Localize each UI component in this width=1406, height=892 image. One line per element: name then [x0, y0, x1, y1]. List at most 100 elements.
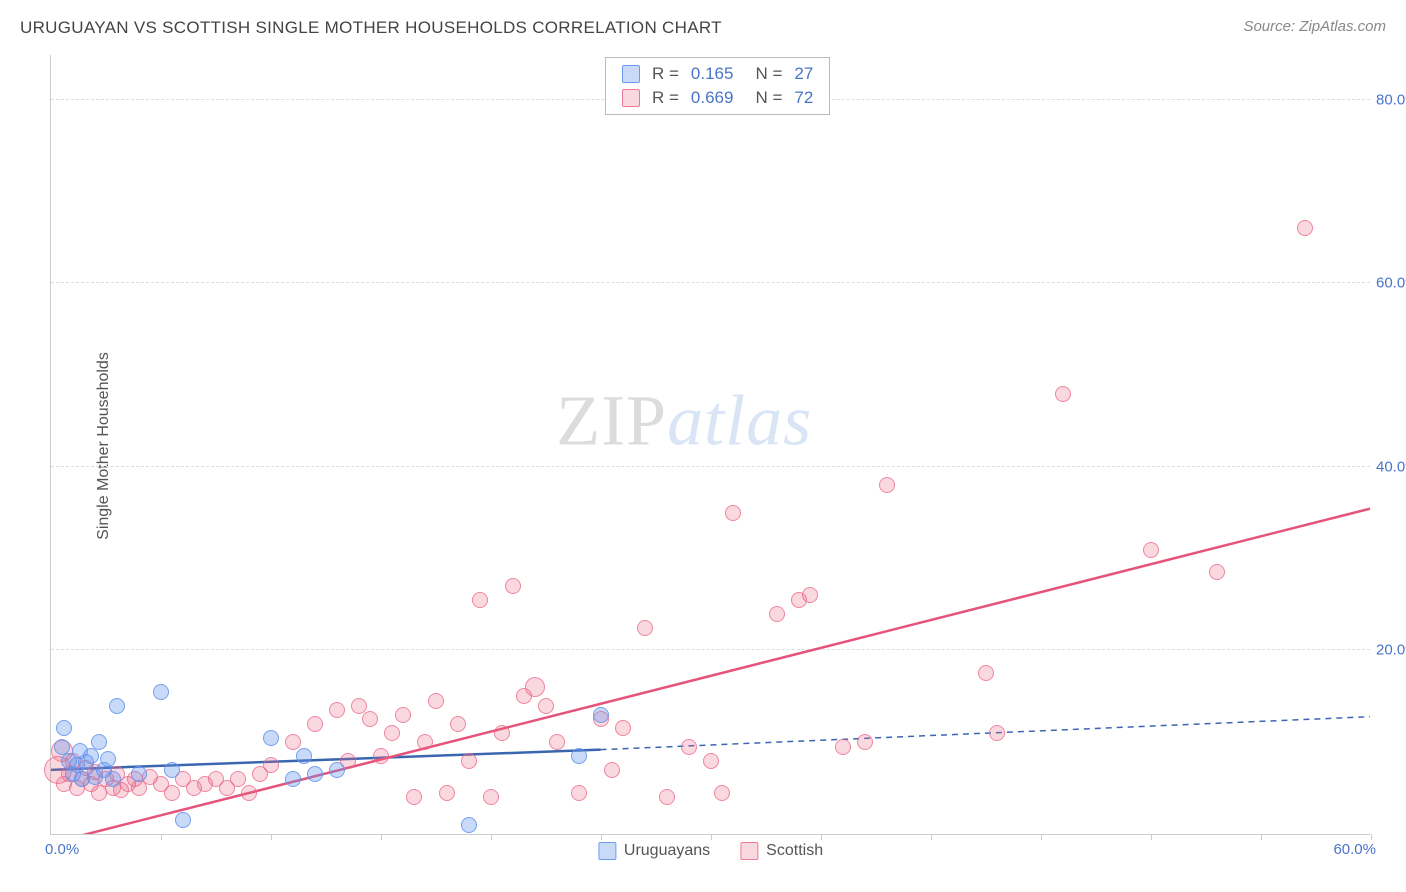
data-point-pink — [373, 748, 389, 764]
gridline: 60.0% — [51, 282, 1370, 283]
gridline: 20.0% — [51, 649, 1370, 650]
legend-swatch — [598, 842, 616, 860]
data-point-blue — [83, 748, 99, 764]
plot-area: ZIPatlas 20.0%40.0%60.0%80.0% 0.0% 60.0%… — [50, 55, 1370, 835]
data-point-pink — [1055, 386, 1071, 402]
watermark: ZIPatlas — [556, 380, 812, 463]
data-point-blue — [307, 766, 323, 782]
trend-lines-svg — [51, 55, 1370, 834]
data-point-pink — [285, 734, 301, 750]
data-point-pink — [571, 785, 587, 801]
data-point-pink — [472, 592, 488, 608]
x-tick — [1371, 834, 1372, 840]
data-point-blue — [263, 730, 279, 746]
x-tick — [1151, 834, 1152, 840]
data-point-pink — [483, 789, 499, 805]
x-tick — [711, 834, 712, 840]
x-tick — [1261, 834, 1262, 840]
chart-title: URUGUAYAN VS SCOTTISH SINGLE MOTHER HOUS… — [20, 18, 722, 38]
data-point-pink — [494, 725, 510, 741]
data-point-pink — [681, 739, 697, 755]
x-tick — [931, 834, 932, 840]
data-point-pink — [879, 477, 895, 493]
x-tick — [381, 834, 382, 840]
stats-legend-row: R = 0.669 N = 72 — [606, 86, 829, 110]
data-point-blue — [91, 734, 107, 750]
data-point-pink — [703, 753, 719, 769]
y-tick-label: 60.0% — [1376, 275, 1406, 292]
data-point-pink — [417, 734, 433, 750]
legend-swatch — [622, 65, 640, 83]
data-point-pink — [525, 677, 545, 697]
data-point-blue — [461, 817, 477, 833]
series-legend: Uruguayans Scottish — [598, 842, 823, 860]
data-point-pink — [1143, 542, 1159, 558]
stat-n-label: N = — [755, 88, 782, 108]
data-point-pink — [549, 734, 565, 750]
data-point-pink — [329, 702, 345, 718]
data-point-pink — [384, 725, 400, 741]
trend-line — [601, 717, 1370, 750]
data-point-pink — [659, 789, 675, 805]
series-legend-item: Uruguayans — [598, 842, 710, 860]
data-point-pink — [439, 785, 455, 801]
stat-r-value: 0.165 — [691, 64, 734, 84]
series-label: Scottish — [766, 842, 823, 860]
data-point-blue — [175, 812, 191, 828]
stat-n-value: 27 — [794, 64, 813, 84]
data-point-pink — [989, 725, 1005, 741]
data-point-pink — [164, 785, 180, 801]
data-point-pink — [714, 785, 730, 801]
data-point-pink — [835, 739, 851, 755]
data-point-pink — [395, 707, 411, 723]
stats-legend-row: R = 0.165 N = 27 — [606, 62, 829, 86]
data-point-pink — [428, 693, 444, 709]
data-point-pink — [802, 587, 818, 603]
stat-n-label: N = — [755, 64, 782, 84]
series-label: Uruguayans — [624, 842, 710, 860]
data-point-pink — [637, 620, 653, 636]
data-point-pink — [230, 771, 246, 787]
watermark-zip: ZIP — [556, 381, 667, 461]
data-point-pink — [725, 505, 741, 521]
stat-n-value: 72 — [794, 88, 813, 108]
data-point-pink — [978, 665, 994, 681]
data-point-blue — [131, 766, 147, 782]
x-tick — [271, 834, 272, 840]
stat-r-value: 0.669 — [691, 88, 734, 108]
data-point-blue — [329, 762, 345, 778]
x-tick — [601, 834, 602, 840]
x-tick — [821, 834, 822, 840]
data-point-pink — [538, 698, 554, 714]
source-attribution: Source: ZipAtlas.com — [1243, 18, 1386, 35]
x-axis-min-label: 0.0% — [45, 841, 79, 858]
data-point-blue — [105, 771, 121, 787]
data-point-pink — [604, 762, 620, 778]
data-point-pink — [857, 734, 873, 750]
data-point-blue — [164, 762, 180, 778]
y-tick-label: 20.0% — [1376, 642, 1406, 659]
stats-legend: R = 0.165 N = 27 R = 0.669 N = 72 — [605, 57, 830, 115]
x-tick — [491, 834, 492, 840]
data-point-blue — [296, 748, 312, 764]
data-point-pink — [505, 578, 521, 594]
x-tick — [1041, 834, 1042, 840]
data-point-pink — [307, 716, 323, 732]
stat-r-label: R = — [652, 64, 679, 84]
data-point-pink — [362, 711, 378, 727]
watermark-atlas: atlas — [667, 381, 812, 461]
data-point-blue — [593, 707, 609, 723]
legend-swatch — [622, 89, 640, 107]
data-point-pink — [461, 753, 477, 769]
x-axis-max-label: 60.0% — [1333, 841, 1376, 858]
data-point-pink — [241, 785, 257, 801]
stat-r-label: R = — [652, 88, 679, 108]
data-point-pink — [1297, 220, 1313, 236]
data-point-pink — [406, 789, 422, 805]
data-point-blue — [285, 771, 301, 787]
gridline: 40.0% — [51, 466, 1370, 467]
data-point-blue — [56, 720, 72, 736]
data-point-blue — [100, 751, 116, 767]
data-point-blue — [109, 698, 125, 714]
data-point-pink — [351, 698, 367, 714]
